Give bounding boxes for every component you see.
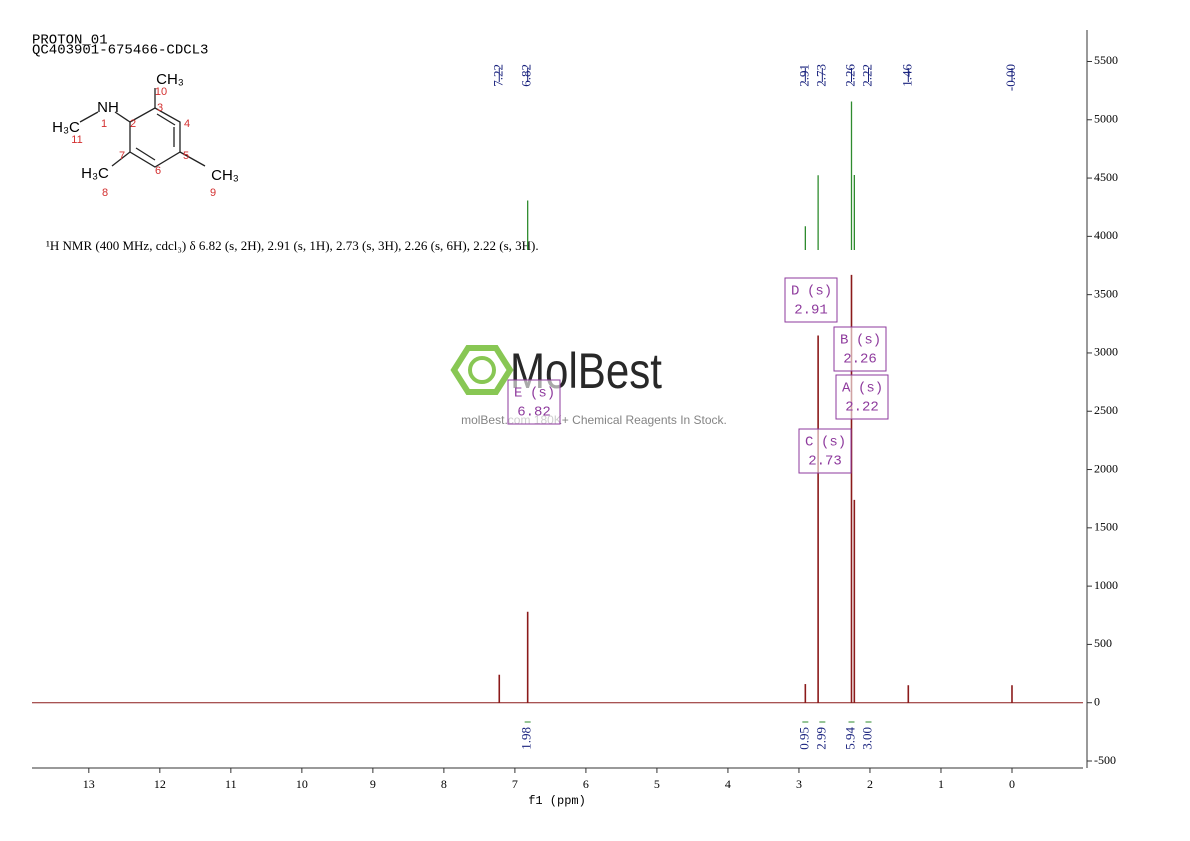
atom-number: 1 [101,118,107,130]
description: ¹H NMR (400 MHz, cdcl₃) δ 6.82 (s, 2H), … [46,238,539,253]
y-tick-label: 5500 [1094,53,1118,67]
atom-number: 11 [71,134,82,146]
bond [179,151,206,167]
y-tick-label: 2500 [1094,403,1118,417]
multiplet-shift: 2.73 [808,454,842,470]
multiplet-kind: (s) [856,333,881,349]
y-tick-label: 3000 [1094,345,1118,359]
x-axis-label: f1 (ppm) [528,794,586,808]
multiplet-label: C [805,435,813,451]
logo [450,345,514,395]
multiplet-box [835,374,889,420]
y-tick-label: -500 [1094,753,1116,767]
atom-number: 4 [184,118,190,130]
integral-label: 2.99 [813,727,828,750]
multiplet-kind: (s) [858,381,883,397]
multiplet-shift: 6.82 [517,405,551,421]
y-tick-label: 0 [1094,694,1100,708]
bond [135,147,156,161]
atom-number: 5 [183,150,189,162]
multiplet-box [833,326,887,372]
y-tick-label: 5000 [1094,112,1118,126]
multiplet-label: A [842,381,851,397]
peak-label: 1.46 [899,64,914,87]
atom-group: CH₃ [211,167,239,184]
x-tick-label: 6 [583,777,589,791]
y-tick-label: 3500 [1094,286,1118,300]
x-tick-label: 8 [441,777,447,791]
ring [129,107,181,168]
subtitle: QC403901-675466-CDCL3 [32,43,208,59]
integral-label: 3.00 [859,727,874,750]
bond [111,151,131,167]
atom-group: H₃C [81,165,109,182]
y-tick-label: 4500 [1094,170,1118,184]
structure [79,88,206,168]
x-tick-label: 7 [512,777,518,791]
atom-number: 6 [155,165,161,177]
atom-group: H₃C [52,119,80,136]
peak-label: -0.00 [1003,64,1018,91]
y-tick-label: 1500 [1094,520,1118,534]
peak-label: 2.22 [859,64,874,87]
atom-number: 8 [102,187,108,199]
atom-group: CH₃ [156,71,184,88]
atom-number: 3 [157,102,163,114]
x-tick-label: 0 [1009,777,1015,791]
x-tick-label: 12 [154,777,166,791]
x-tick-label: 11 [225,777,237,791]
atom-number: 9 [210,187,216,199]
y-tick-label: 2000 [1094,461,1118,475]
integral-label: 1.98 [519,727,534,750]
x-tick-label: 3 [796,777,802,791]
tagline: molBest.com 180K+ Chemical Reagents In S… [461,413,727,427]
multiplet-label: E [514,386,522,402]
x-tick-label: 13 [83,777,95,791]
bond [156,113,176,126]
y-tick-label: 4000 [1094,228,1118,242]
multiplet-box [507,379,561,425]
multiplet-kind: (s) [807,284,832,300]
x-tick-label: 5 [654,777,660,791]
multiplet-box [798,428,852,474]
peak-label: 2.91 [796,64,811,87]
multiplet-kind: (s) [530,386,555,402]
atom-number: 10 [155,86,167,98]
x-tick-label: 2 [867,777,873,791]
atom-group: NH [97,99,119,116]
multiplet-label: B [840,333,848,349]
multiplet-shift: 2.91 [794,303,828,319]
multiplet-kind: (s) [821,435,846,451]
peak-label: 7.22 [490,64,505,87]
multiplet-label: D [791,284,799,300]
bond [79,111,99,123]
peak-label: 2.73 [813,64,828,87]
x-tick-label: 4 [725,777,731,791]
atom-number: 2 [130,118,136,130]
peak-label: 6.82 [519,64,534,87]
watermark: MolBest molBest.com 180K+ Chemical Reage… [450,343,727,427]
logo [468,356,496,384]
integral-label: 0.95 [796,727,811,750]
x-tick-label: 9 [370,777,376,791]
x-tick-label: 1 [938,777,944,791]
atom-number: 7 [119,150,125,162]
y-tick-label: 1000 [1094,578,1118,592]
multiplet-shift: 2.26 [843,352,877,368]
peak-label: 2.26 [842,64,857,87]
bond [114,111,131,123]
multiplet-box [784,277,838,323]
multiplet-shift: 2.22 [845,400,879,416]
title: PROTON_01 [32,33,108,49]
x-tick-label: 10 [296,777,308,791]
integral-label: 5.94 [842,727,857,750]
y-tick-label: 500 [1094,636,1112,650]
